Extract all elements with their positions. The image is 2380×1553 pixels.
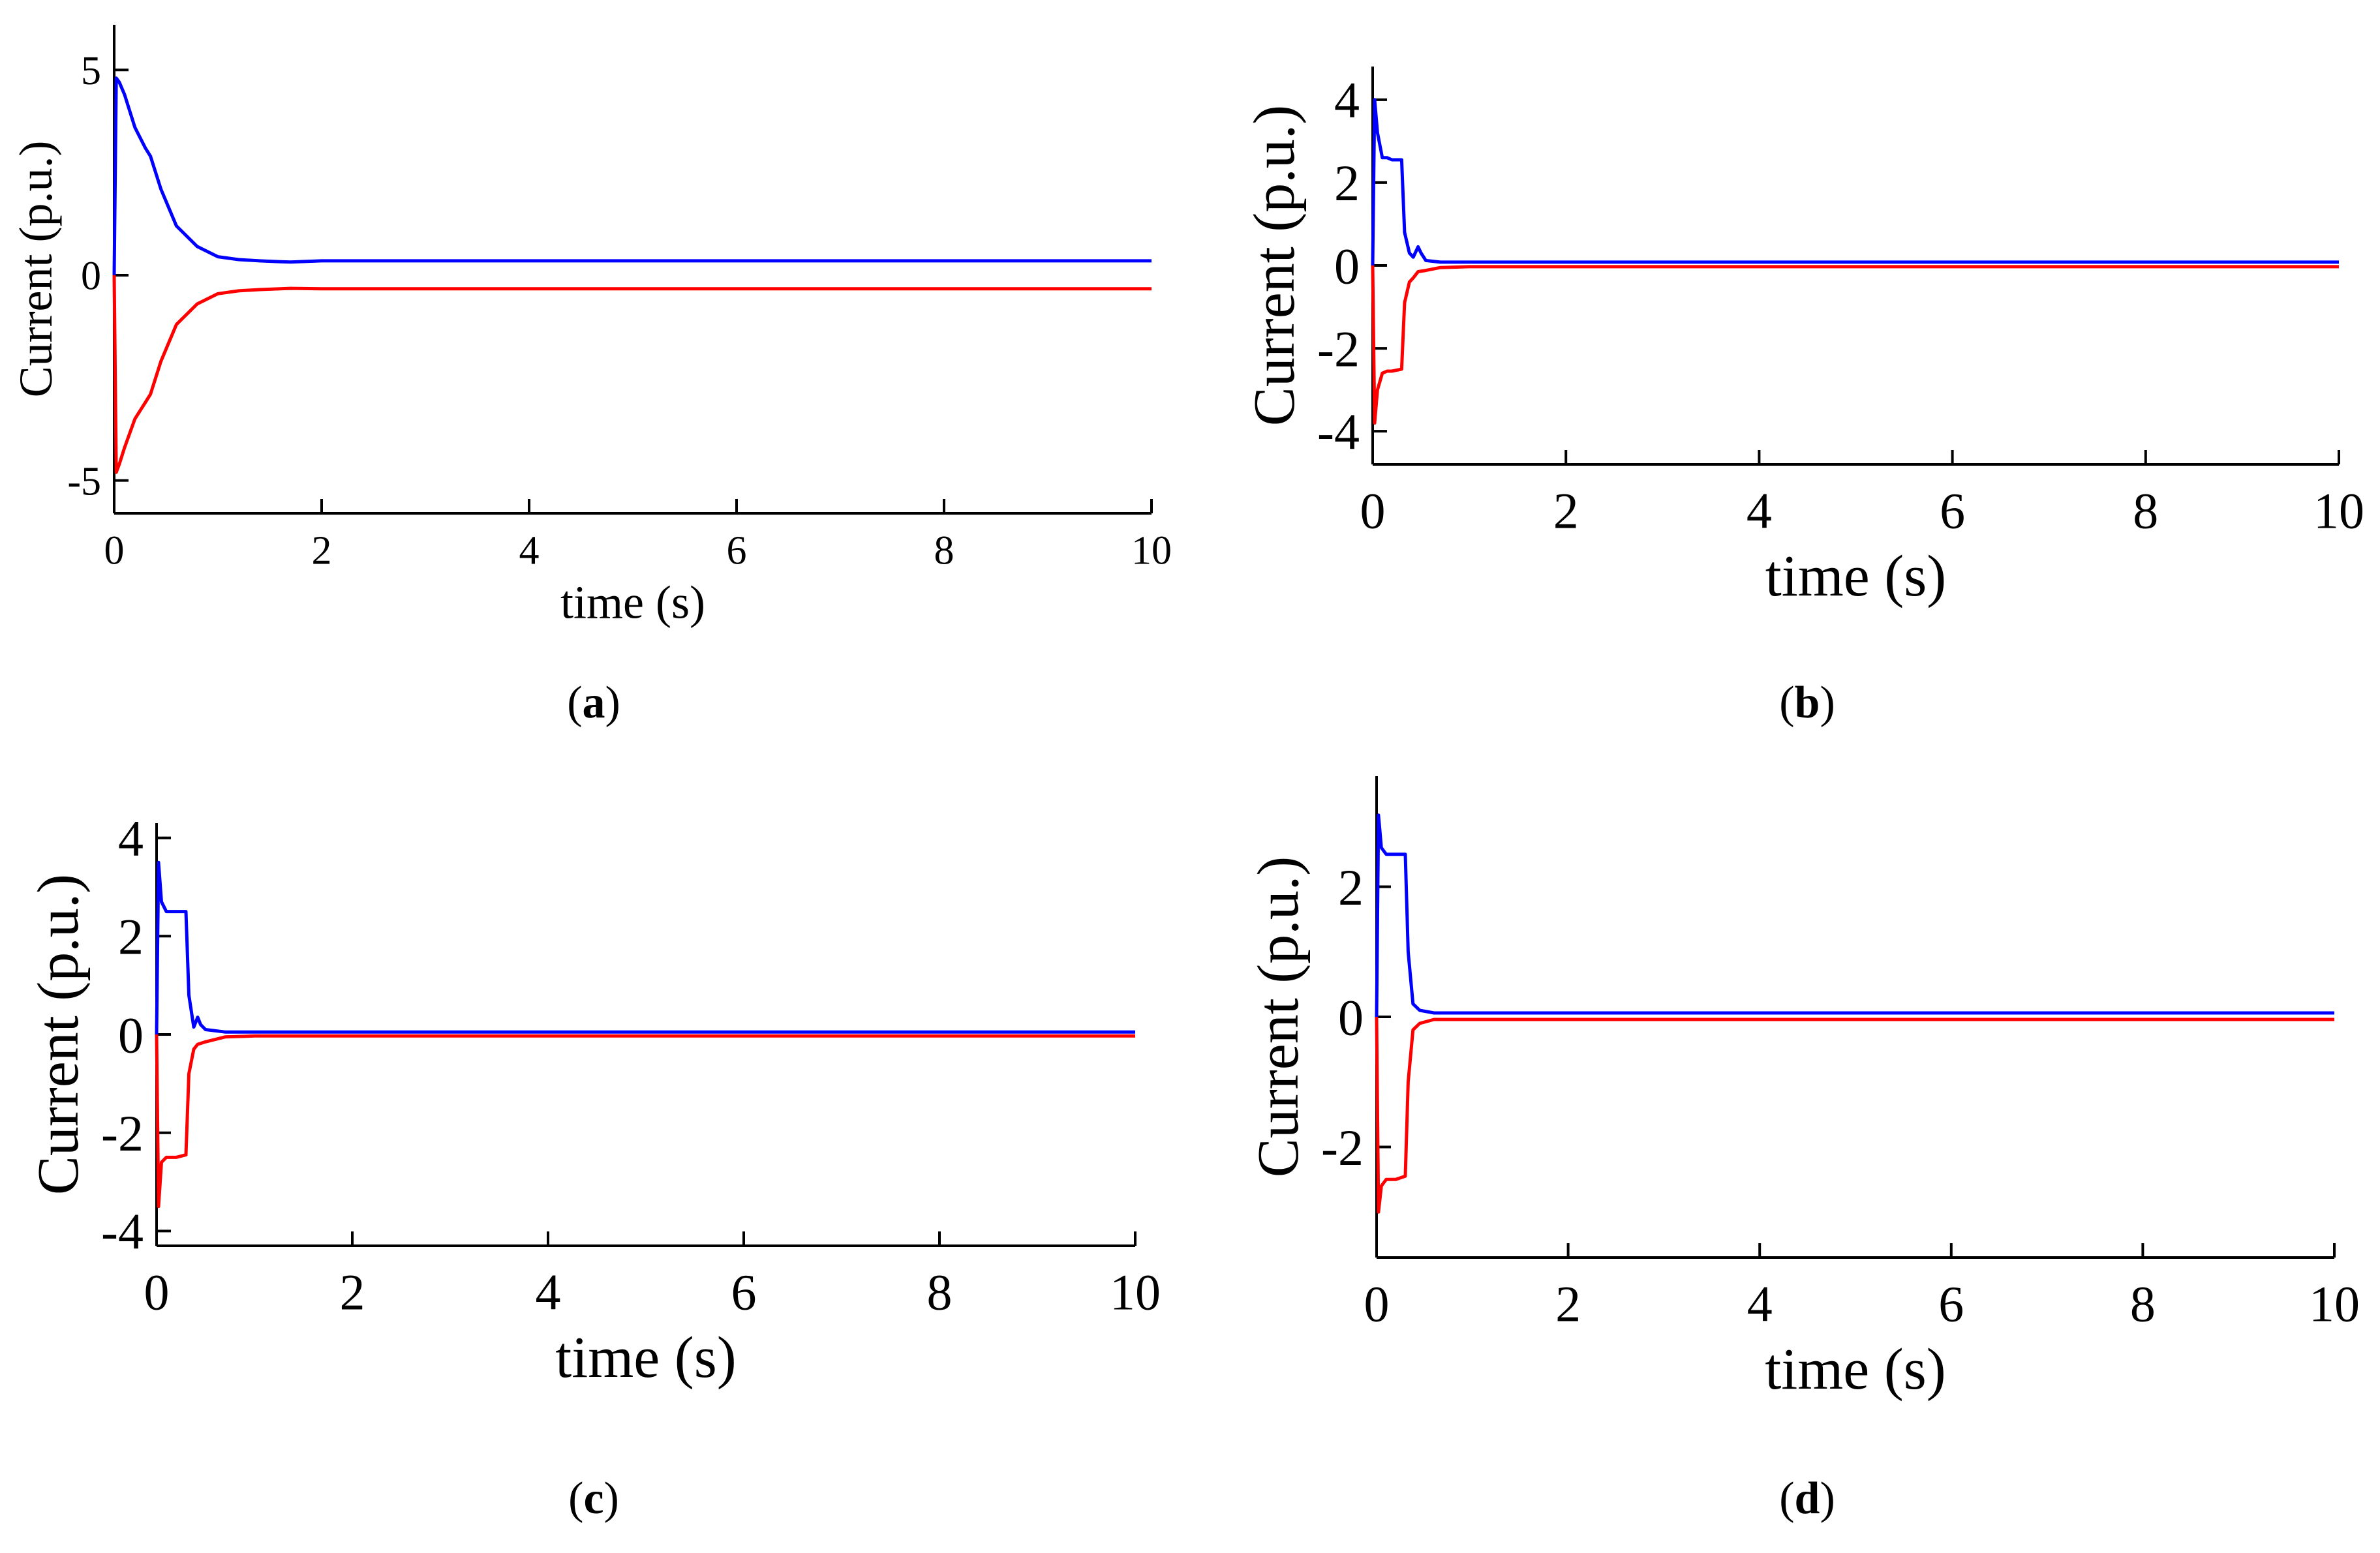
- y-tick-label: -5: [67, 459, 101, 504]
- x-axis-label: time (s): [560, 576, 705, 628]
- y-tick-label: -2: [101, 1105, 144, 1162]
- x-tick-label: 4: [519, 529, 540, 573]
- x-tick-label: 2: [1555, 1276, 1581, 1333]
- y-tick-label: 4: [118, 810, 144, 867]
- y-axis-label: Current (p.u.): [26, 874, 91, 1195]
- y-tick-label: 2: [118, 909, 144, 965]
- x-tick-label: 0: [104, 529, 125, 573]
- x-tick-label: 6: [1938, 1276, 1964, 1333]
- x-tick-label: 8: [934, 529, 954, 573]
- x-tick-label: 0: [1364, 1276, 1390, 1333]
- y-tick-label: -2: [1317, 320, 1360, 377]
- series-line-positive: [112, 76, 1152, 275]
- x-tick-label: 2: [1553, 483, 1579, 539]
- x-tick-label: 0: [144, 1264, 170, 1321]
- panel-caption: (c): [568, 1473, 619, 1524]
- series-line-positive: [1375, 813, 2334, 1018]
- x-tick-label: 8: [927, 1264, 953, 1321]
- y-tick-label: -4: [101, 1203, 144, 1260]
- x-tick-label: 10: [1110, 1264, 1161, 1321]
- x-axis-label: time (s): [1765, 544, 1946, 609]
- panel-caption-letter: d: [1795, 1473, 1820, 1524]
- y-tick-label: 2: [1338, 859, 1364, 916]
- series-line-negative: [112, 275, 1152, 474]
- x-tick-label: 8: [2133, 483, 2158, 539]
- y-tick-label: 0: [118, 1006, 144, 1063]
- series-line-negative: [1371, 265, 2339, 425]
- x-tick-label: 0: [1360, 483, 1386, 539]
- panel-caption-letter: a: [583, 678, 605, 728]
- panel-caption: (a): [567, 678, 620, 728]
- x-axis-label: time (s): [555, 1325, 736, 1390]
- y-tick-label: -2: [1321, 1119, 1364, 1176]
- x-axis-label: time (s): [1765, 1337, 1945, 1402]
- y-axis-label: Current (p.u.): [1242, 105, 1307, 426]
- y-tick-label: 2: [1334, 155, 1360, 211]
- x-tick-label: 4: [1747, 1276, 1773, 1333]
- x-tick-label: 6: [727, 529, 747, 573]
- y-tick-label: 0: [81, 254, 101, 299]
- x-tick-label: 10: [2309, 1276, 2360, 1333]
- y-axis-label: Current (p.u.): [10, 141, 62, 398]
- panel-caption: (d): [1779, 1473, 1835, 1524]
- y-axis-label: Current (p.u.): [1246, 856, 1311, 1177]
- x-tick-label: 4: [536, 1264, 561, 1321]
- x-tick-label: 10: [1131, 529, 1172, 573]
- series-line-negative: [155, 1034, 1135, 1209]
- x-tick-label: 4: [1747, 483, 1772, 539]
- y-tick-label: -4: [1317, 403, 1360, 460]
- y-tick-label: 0: [1338, 989, 1364, 1046]
- series-line-positive: [155, 860, 1135, 1035]
- x-tick-label: 2: [312, 529, 332, 573]
- y-tick-label: 5: [81, 49, 101, 93]
- panel-caption: (b): [1779, 678, 1835, 728]
- x-tick-label: 2: [340, 1264, 365, 1321]
- x-tick-label: 8: [2130, 1276, 2156, 1333]
- panel-caption-letter: b: [1795, 678, 1820, 728]
- x-tick-label: 6: [731, 1264, 757, 1321]
- x-tick-label: 10: [2313, 483, 2364, 539]
- y-tick-label: 0: [1334, 237, 1360, 294]
- y-tick-label: 4: [1334, 72, 1360, 128]
- panel-caption-letter: c: [583, 1473, 603, 1524]
- x-tick-label: 6: [1940, 483, 1965, 539]
- series-line-positive: [1371, 98, 2339, 266]
- series-line-negative: [1375, 1016, 2334, 1214]
- panel-d: 0 2 4 6 8 10 -2 0 2 time (s) Current (p.u.) (d): [1246, 776, 2360, 1524]
